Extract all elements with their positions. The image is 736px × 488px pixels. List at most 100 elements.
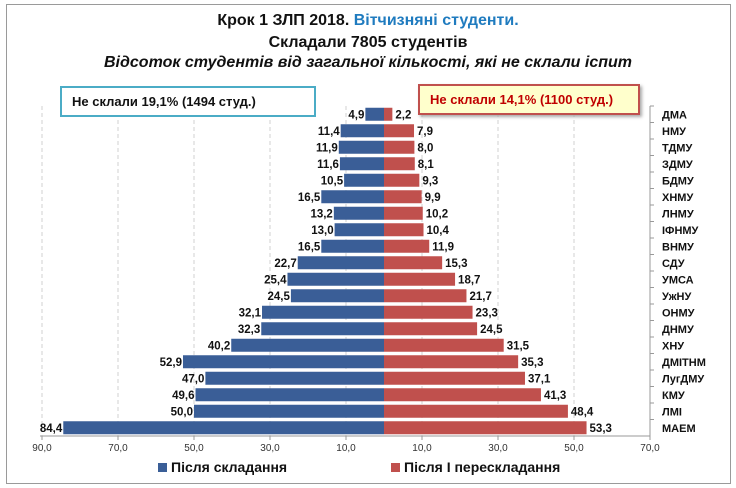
data-label-right: 31,5 [507, 340, 530, 352]
x-tick-label: 30,0 [260, 443, 280, 454]
data-label-left: 11,9 [316, 142, 338, 154]
data-label-right: 53,3 [590, 423, 612, 435]
data-label-left: 24,5 [268, 291, 291, 303]
data-label-left: 32,3 [238, 324, 260, 336]
data-label-right: 35,3 [521, 357, 543, 369]
data-label-right: 41,3 [544, 390, 566, 402]
category-label: СДУ [662, 258, 685, 270]
data-label-left: 49,6 [172, 390, 194, 402]
bar-right [384, 256, 443, 270]
category-label: БДМУ [662, 175, 694, 187]
title-part1: Крок 1 ЗЛП 2018. [217, 12, 354, 29]
legend-swatch [391, 462, 400, 472]
category-label: УМСА [662, 274, 694, 286]
category-label: КМУ [662, 390, 685, 402]
legend-label: Після І перескладання [404, 459, 561, 475]
bar-left [339, 157, 384, 171]
x-tick-label: 50,0 [184, 443, 204, 454]
x-tick-label: 10,0 [336, 443, 356, 454]
data-label-right: 15,3 [445, 258, 467, 270]
bar-right [384, 289, 467, 303]
data-label-left: 16,5 [298, 192, 321, 204]
bar-right [384, 124, 415, 138]
category-label: ХНМУ [662, 192, 693, 204]
bar-left [344, 173, 384, 187]
legend-item-right: Після І перескладання [391, 459, 560, 475]
data-label-left: 50,0 [171, 406, 193, 418]
data-label-right: 37,1 [528, 373, 551, 385]
data-label-left: 16,5 [298, 241, 321, 253]
data-label-right: 18,7 [458, 274, 480, 286]
bar-right [384, 107, 393, 121]
bar-left [334, 223, 384, 237]
chart-subtitle: Складали 7805 студентів [268, 34, 468, 51]
bar-right [384, 239, 430, 253]
data-label-left: 32,1 [239, 307, 262, 319]
category-label: НМУ [662, 126, 686, 138]
category-label: МАЕМ [662, 423, 696, 435]
category-label: ЛНМУ [662, 208, 694, 220]
category-label: ДНМУ [662, 324, 694, 336]
category-label: ЛугДМУ [662, 373, 704, 385]
bar-left [205, 371, 384, 385]
category-label: ІФНМУ [662, 225, 699, 237]
data-label-left: 13,0 [311, 225, 333, 237]
annotation-left: Не склали 19,1% (1494 студ.) [60, 86, 316, 117]
bar-left [333, 206, 384, 220]
data-label-right: 8,0 [417, 142, 433, 154]
bar-right [384, 371, 525, 385]
bar-right [384, 305, 473, 319]
bar-left [261, 322, 384, 336]
bar-right [384, 355, 519, 369]
data-label-right: 21,7 [469, 291, 491, 303]
category-label: УжНУ [662, 291, 691, 303]
bar-left [321, 239, 384, 253]
bar-right [384, 140, 415, 154]
bar-left [262, 305, 384, 319]
x-tick-label: 70,0 [640, 443, 660, 454]
bar-right [384, 206, 423, 220]
data-label-left: 13,2 [310, 208, 332, 220]
data-label-right: 7,9 [417, 126, 433, 138]
bar-left [340, 124, 384, 138]
annotation-right: Не склали 14,1% (1100 студ.) [418, 84, 640, 115]
data-label-right: 23,3 [476, 307, 498, 319]
bar-right [384, 272, 456, 286]
chart-subtitle-italic: Відсоток студентів від загальної кількос… [104, 54, 632, 71]
category-label: ЗДМУ [662, 159, 693, 171]
x-tick-label: 30,0 [488, 443, 508, 454]
category-label: ТДМУ [662, 142, 692, 154]
bar-right [384, 421, 587, 435]
data-label-right: 10,2 [426, 208, 448, 220]
data-label-left: 11,4 [318, 126, 340, 138]
data-label-right: 11,9 [432, 241, 454, 253]
title-part2: Вітчизняні студенти. [353, 12, 519, 29]
data-label-left: 25,4 [264, 274, 287, 286]
x-tick-label: 70,0 [108, 443, 128, 454]
category-label: ДМА [662, 109, 687, 121]
bar-left [194, 404, 384, 418]
bar-right [384, 388, 541, 402]
bar-right [384, 338, 504, 352]
data-label-left: 47,0 [182, 373, 204, 385]
x-tick-label: 10,0 [412, 443, 432, 454]
bar-left [231, 338, 384, 352]
bar-right [384, 190, 422, 204]
data-label-right: 2,2 [395, 109, 411, 121]
legend-swatch [158, 462, 167, 472]
bar-left [321, 190, 384, 204]
data-label-left: 52,9 [160, 357, 182, 369]
data-label-left: 22,7 [274, 258, 296, 270]
bar-right [384, 223, 424, 237]
data-label-left: 11,6 [317, 159, 339, 171]
data-label-left: 40,2 [208, 340, 230, 352]
data-label-left: 10,5 [321, 175, 344, 187]
category-label: ВНМУ [662, 241, 694, 253]
bar-left [297, 256, 384, 270]
legend-item-left: Після складання [158, 459, 287, 475]
bar-left [182, 355, 384, 369]
data-label-right: 8,1 [418, 159, 435, 171]
bar-right [384, 404, 568, 418]
data-label-right: 9,9 [425, 192, 441, 204]
